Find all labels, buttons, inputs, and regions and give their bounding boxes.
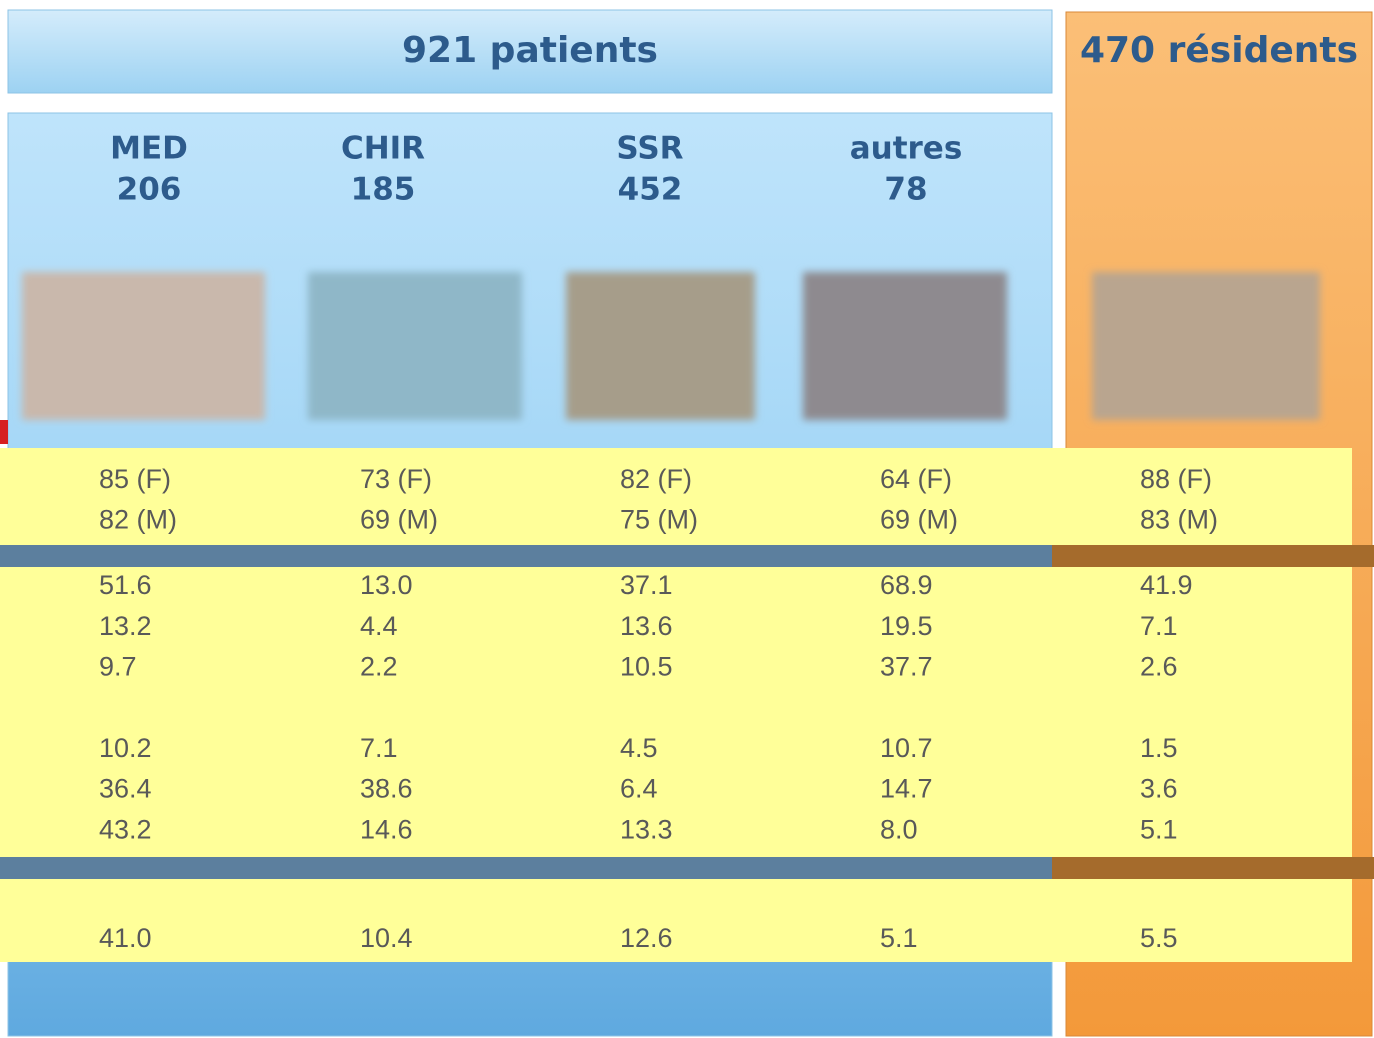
divider: [1052, 857, 1374, 879]
patients-title: 921 patients: [402, 30, 658, 71]
cell: 8.0: [880, 814, 918, 844]
cell: 1.5: [1140, 733, 1178, 763]
slide: 921 patients 470 résidents MED 206 CHIR 185…: [0, 0, 1374, 1038]
column-label: MED: [110, 131, 188, 167]
cell: 51.6: [99, 570, 152, 600]
cell: 19.5: [880, 611, 933, 641]
cell: 3.6: [1140, 774, 1178, 804]
cell: 14.7: [880, 774, 933, 804]
cell: 5.5: [1140, 923, 1178, 953]
cell: 37.1: [620, 570, 673, 600]
cell: 12.6: [620, 923, 673, 953]
cell: 68.9: [880, 570, 933, 600]
cell: 37.7: [880, 652, 933, 682]
cell: 69 (M): [360, 505, 438, 535]
cell: 5.1: [880, 923, 918, 953]
cell: 41.9: [1140, 570, 1193, 600]
column-count: 452: [618, 172, 683, 208]
cell: 69 (M): [880, 505, 958, 535]
cell: 82 (M): [99, 505, 177, 535]
divider: [0, 545, 1052, 567]
cell: 2.6: [1140, 652, 1178, 682]
cell: 4.5: [620, 733, 658, 763]
photo-med: [22, 272, 265, 420]
cell: 10.7: [880, 733, 933, 763]
cell: 4.4: [360, 611, 398, 641]
cell: 9.7: [99, 652, 137, 682]
cell: 5.1: [1140, 814, 1178, 844]
cell: 14.6: [360, 814, 413, 844]
column-label: SSR: [616, 131, 683, 167]
cell: 13.0: [360, 570, 413, 600]
residents-title: 470 résidents: [1080, 30, 1358, 71]
photos: [22, 272, 1320, 420]
cell: 83 (M): [1140, 505, 1218, 535]
photo-chir: [308, 272, 522, 420]
divider: [0, 857, 1052, 879]
column-label: autres: [850, 131, 963, 167]
cell: 41.0: [99, 923, 152, 953]
cell: 7.1: [1140, 611, 1178, 641]
cell: 36.4: [99, 774, 152, 804]
cell: 13.3: [620, 814, 673, 844]
cell: 10.4: [360, 923, 413, 953]
cell: 10.5: [620, 652, 673, 682]
cell: 13.6: [620, 611, 673, 641]
cell: 85 (F): [99, 464, 171, 494]
cell: 88 (F): [1140, 464, 1212, 494]
column-count: 185: [351, 172, 416, 208]
cell: 10.2: [99, 733, 152, 763]
red-edge: [0, 420, 8, 444]
cell: 6.4: [620, 774, 658, 804]
column-count: 206: [117, 172, 182, 208]
photo-ssr: [566, 272, 755, 420]
photo-residents: [1092, 272, 1320, 420]
cell: 43.2: [99, 814, 152, 844]
cell: 7.1: [360, 733, 398, 763]
cell: 82 (F): [620, 464, 692, 494]
column-label: CHIR: [341, 131, 425, 167]
cell: 2.2: [360, 652, 398, 682]
divider: [1052, 545, 1374, 567]
cell: 13.2: [99, 611, 152, 641]
cell: 38.6: [360, 774, 413, 804]
cell: 75 (M): [620, 505, 698, 535]
cell: 64 (F): [880, 464, 952, 494]
cell: 73 (F): [360, 464, 432, 494]
photo-autres: [803, 272, 1007, 420]
column-count: 78: [884, 172, 927, 208]
